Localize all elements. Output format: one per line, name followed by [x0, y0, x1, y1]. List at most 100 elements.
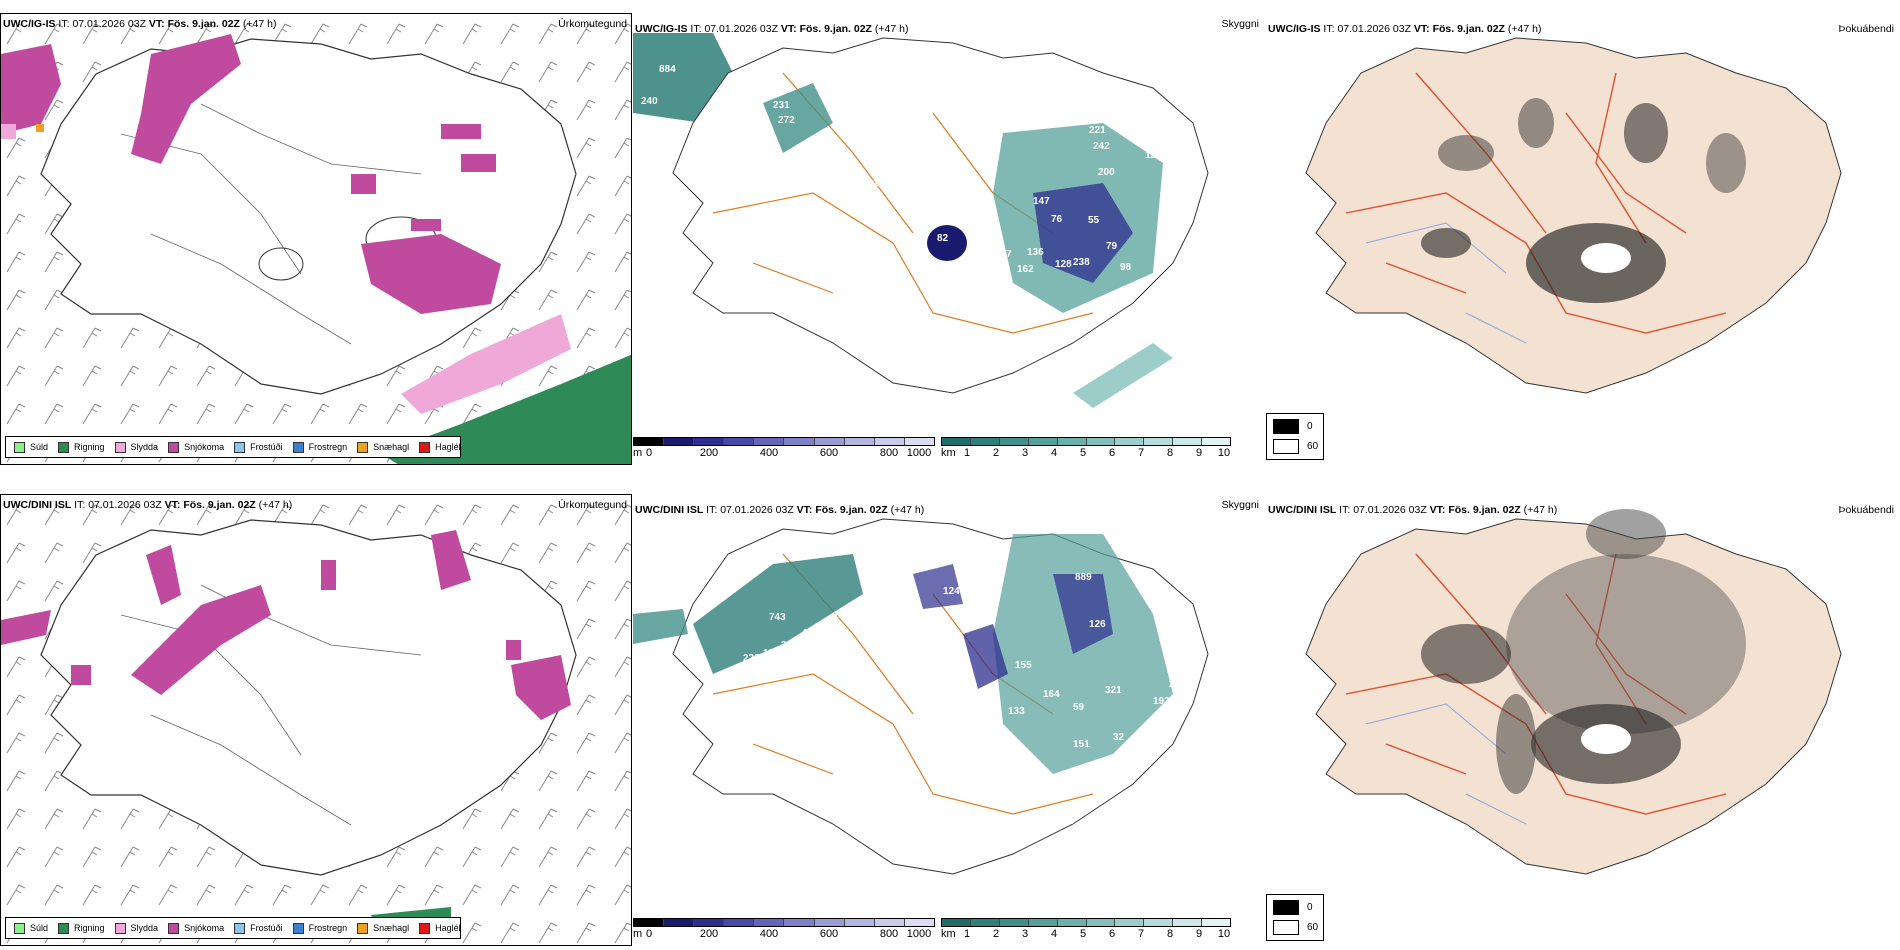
it-value: 07.01.2026 03Z — [704, 23, 778, 35]
fog-legend-item: 60 — [1273, 920, 1318, 935]
it-label: IT: — [1339, 504, 1351, 516]
ceiling-tick: 0 — [645, 447, 653, 459]
ceiling-tick: 800 — [879, 447, 899, 459]
ceiling-tick: 400 — [759, 447, 779, 459]
visibility-tick: 3 — [1021, 928, 1029, 940]
visibility-tick: 1 — [963, 928, 971, 940]
visibility-tick: 2 — [992, 447, 1000, 459]
peak-label: 126 — [873, 178, 890, 189]
fog-map-dini — [1305, 509, 1842, 875]
peak-labels-ig: 884 240 231 272 275 126 135 82 107 136 1… — [641, 64, 1157, 275]
peak-label: 98 — [1120, 262, 1132, 273]
vt-label: VT: — [164, 499, 181, 511]
snow-area-central — [361, 234, 501, 314]
ceiling-tick: 200 — [699, 928, 719, 940]
legend-item: Snæhagl — [357, 922, 409, 934]
model-name: UWC/DINI ISL — [1268, 504, 1337, 516]
peak-label: 12 — [1145, 150, 1157, 161]
precip-type-legend: Súld Rigning Slydda Snjókoma Frostúði Fr… — [5, 436, 461, 458]
model-name: UWC/IG-IS — [3, 18, 56, 30]
peak-label: 193 — [1153, 696, 1170, 707]
ceiling-unit: m — [633, 928, 643, 940]
visibility-tick: 7 — [1137, 447, 1145, 459]
vt-value: Fös. 9.jan. 02Z — [183, 499, 256, 511]
panel-type-label: Þokuábendi — [1838, 23, 1894, 35]
visibility-tick: 7 — [1137, 928, 1145, 940]
visibility-unit: km — [941, 928, 956, 940]
peak-label: 76 — [1063, 816, 1075, 827]
vt-label: VT: — [796, 504, 813, 516]
peak-label: 889 — [1075, 572, 1092, 583]
peak-label: 240 — [641, 96, 658, 107]
vt-value: Fös. 9.jan. 02Z — [1432, 23, 1505, 35]
visibility-tick: 9 — [1195, 447, 1203, 459]
peak-label: 55 — [1088, 215, 1100, 226]
sleet-area-se — [401, 314, 571, 414]
peak-label: 133 — [1008, 706, 1025, 717]
visibility-tick: 9 — [1195, 928, 1203, 940]
precip-type-panel-ig: UWC/IG-IS IT: 07.01.2026 03Z VT: Fös. 9.… — [0, 13, 632, 465]
legend-item: Haglél — [419, 922, 461, 934]
legend-item: Frostregn — [292, 922, 347, 934]
legend-item: Frostregn — [292, 441, 347, 453]
peak-label: 126 — [1089, 619, 1106, 630]
peak-label: 155 — [1015, 660, 1032, 671]
visibility-tick: 6 — [1108, 447, 1116, 459]
fog-panel-ig: UWC/IG-IS IT: 07.01.2026 03Z VT: Fös. 9.… — [1266, 13, 1900, 465]
map-title: UWC/DINI ISL IT: 07.01.2026 03Z VT: Fös.… — [3, 499, 292, 511]
peak-label: 151 — [1073, 739, 1090, 750]
ceiling-colorbar-swatches — [633, 918, 935, 927]
lead-time: (+47 h) — [874, 23, 909, 35]
peak-label: 124 — [943, 586, 960, 597]
fog-legend: 0 60 — [1266, 413, 1324, 460]
visibility-tick: 3 — [1021, 447, 1029, 459]
vt-label: VT: — [148, 18, 165, 30]
legend-item: Snæhagl — [357, 441, 409, 453]
lead-time: (+47 h) — [258, 499, 293, 511]
legend-item: Slydda — [114, 441, 158, 453]
visibility-tick: 6 — [1108, 928, 1116, 940]
it-value: 07.01.2026 03Z — [1337, 23, 1411, 35]
peak-label: 275 — [743, 140, 760, 151]
peak-label: 162 — [1017, 264, 1034, 275]
peak-label: 220 — [743, 653, 760, 664]
vt-value: Fös. 9.jan. 02Z — [815, 504, 888, 516]
ceiling-tick: 800 — [879, 928, 899, 940]
peak-labels-dini: 743 220 137 233 325 195 155 133 124 889 … — [743, 572, 1198, 827]
fog-legend-item: 0 — [1273, 900, 1313, 915]
legend-item: Snjókoma — [168, 441, 224, 453]
lead-time: (+47 h) — [1507, 23, 1542, 35]
lead-time: (+47 h) — [890, 504, 925, 516]
legend-item: Haglél — [419, 441, 461, 453]
fog-panel-dini: UWC/DINI ISL IT: 07.01.2026 03Z VT: Fös.… — [1266, 494, 1900, 946]
legend-item: Snjókoma — [168, 922, 224, 934]
it-value: 07.01.2026 03Z — [88, 499, 162, 511]
peak-label: 128 — [1055, 259, 1072, 270]
visibility-tick: 4 — [1050, 447, 1058, 459]
panel-type-label: Úrkomutegund — [558, 499, 627, 511]
panel-type-label: Skyggni — [1221, 499, 1259, 511]
vt-label: VT: — [1429, 504, 1446, 516]
visibility-tick: 5 — [1079, 447, 1087, 459]
ceiling-tick: 200 — [699, 447, 719, 459]
peak-label: 233 — [781, 640, 798, 651]
it-value: 07.01.2026 03Z — [72, 18, 146, 30]
cloud-panel-dini: 743 220 137 233 325 195 155 133 124 889 … — [633, 494, 1265, 946]
peak-label: 238 — [1073, 257, 1090, 268]
peak-label: 616 — [1181, 664, 1198, 675]
fog-legend-item: 60 — [1273, 439, 1318, 454]
peak-label: 164 — [1043, 689, 1060, 700]
it-label: IT: — [706, 504, 718, 516]
ceiling-tick: 1000 — [906, 928, 932, 940]
precip-type-map-dini — [1, 495, 631, 945]
map-title: UWC/DINI ISL IT: 07.01.2026 03Z VT: Fös.… — [1268, 504, 1557, 516]
it-value: 07.01.2026 03Z — [1353, 504, 1427, 516]
visibility-colorbar: km 1 2 3 4 5 6 7 8 9 10 — [941, 918, 1231, 943]
lead-time: (+47 h) — [1523, 504, 1558, 516]
ceiling-colorbar: m 0 200 400 600 800 1000 — [633, 437, 935, 462]
peak-label: 135 — [905, 172, 922, 183]
ceiling-unit: m — [633, 447, 643, 459]
panel-type-label: Skyggni — [1221, 18, 1259, 30]
visibility-tick: 8 — [1166, 447, 1174, 459]
visibility-tick: 5 — [1079, 928, 1087, 940]
